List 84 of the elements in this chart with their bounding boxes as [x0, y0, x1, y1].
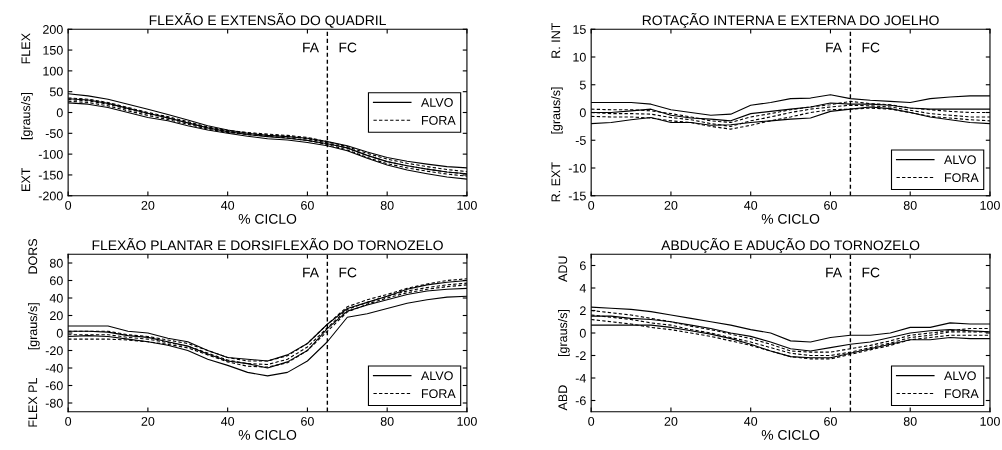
- x-tick-label: 0: [588, 200, 595, 210]
- x-tick-label: 0: [65, 416, 72, 426]
- x-tick-label: 60: [301, 416, 314, 426]
- legend-label: FORA: [945, 173, 979, 183]
- annotation: FC: [339, 267, 357, 278]
- x-tick-label: 80: [380, 416, 394, 426]
- x-tick-label: 0: [65, 200, 72, 210]
- x-tick-label: 20: [664, 200, 678, 210]
- x-tick-label: 40: [220, 200, 235, 210]
- y-tick-label: -40: [45, 363, 63, 373]
- y-tick-label: 20: [50, 311, 63, 321]
- y-tick-label: 80: [49, 258, 63, 268]
- legend-label: ALVO: [944, 155, 976, 165]
- legend-label: FORA: [421, 389, 456, 399]
- x-tick-label: 80: [380, 200, 394, 210]
- y-tick-label: -2: [575, 351, 586, 361]
- legend-label: FORA: [421, 115, 456, 125]
- y-tick-label: 5: [579, 80, 586, 90]
- x-tick-label: 60: [824, 200, 837, 210]
- chart-title: ABDUÇÃO E ADUÇÃO DO TORNOZELO: [661, 237, 920, 254]
- x-tick-label: 100: [457, 200, 477, 210]
- y-axis-title: EXT [graus/s] FLEX: [21, 33, 33, 191]
- x-tick-label: 20: [141, 200, 155, 210]
- x-tick-label: 40: [220, 416, 235, 426]
- y-tick-label: 0: [56, 328, 63, 338]
- y-tick-label: -200: [38, 191, 63, 201]
- y-tick-label: 15: [573, 25, 586, 34]
- y-tick-label: 0: [56, 108, 63, 118]
- y-axis-title: FLEX PL [graus/s] DORS: [28, 238, 40, 427]
- annotation: FA: [826, 42, 843, 53]
- y-tick-label: 150: [43, 45, 63, 55]
- y-tick-label: 4: [579, 283, 586, 293]
- annotation: FC: [862, 267, 880, 278]
- x-axis-title: % CICLO: [761, 430, 820, 440]
- x-axis-title: % CICLO: [238, 430, 297, 440]
- chart-title: FLEXÃO E EXTENSÃO DO QUADRIL: [149, 12, 386, 28]
- legend-label: FORA: [945, 389, 979, 399]
- annotation: FA: [303, 267, 319, 278]
- x-tick-label: 0: [588, 416, 595, 426]
- y-tick-label: -150: [38, 170, 63, 180]
- annotation: FA: [303, 42, 319, 53]
- x-tick-label: 60: [824, 416, 837, 426]
- x-tick-label: 60: [301, 200, 314, 210]
- y-tick-label: 50: [49, 87, 63, 97]
- y-tick-label: 40: [49, 293, 63, 303]
- x-tick-label: 100: [457, 416, 477, 426]
- y-tick-label: -15: [568, 191, 586, 201]
- x-tick-label: 80: [903, 416, 917, 426]
- x-axis-title: % CICLO: [761, 214, 820, 224]
- y-tick-label: 60: [50, 276, 63, 286]
- y-tick-label: -80: [45, 398, 63, 408]
- legend-label: ALVO: [420, 371, 453, 381]
- x-tick-label: 20: [664, 416, 678, 426]
- y-tick-label: -100: [38, 149, 63, 159]
- y-tick-label: -5: [575, 136, 586, 145]
- annotation: FC: [862, 42, 880, 53]
- y-tick-label: -60: [45, 381, 63, 391]
- y-tick-label: 6: [580, 261, 586, 271]
- y-tick-label: 100: [43, 66, 63, 76]
- y-tick-label: -4: [575, 373, 586, 383]
- y-tick-label: -20: [45, 346, 63, 356]
- y-tick-label: 2: [580, 306, 586, 316]
- legend-label: ALVO: [420, 98, 453, 107]
- annotation: FC: [339, 42, 357, 53]
- y-axis-title: ABD [graus/s] ADU: [558, 256, 570, 411]
- annotation: FA: [826, 267, 843, 278]
- y-tick-label: 200: [43, 25, 63, 34]
- x-tick-label: 80: [903, 200, 917, 210]
- chart-title: FLEXÃO PLANTAR E DORSIFLEXÃO DO TORNOZELO: [92, 237, 443, 251]
- y-tick-label: 0: [579, 108, 586, 118]
- x-tick-label: 100: [980, 200, 1000, 210]
- x-tick-label: 100: [980, 416, 1000, 426]
- x-tick-label: 40: [744, 416, 758, 426]
- y-tick-label: -50: [45, 129, 63, 138]
- y-axis-title: R. EXT [graus/s] R. INT: [551, 22, 563, 202]
- x-tick-label: 40: [744, 200, 758, 210]
- chart-title: ROTAÇÃO INTERNA E EXTERNA DO JOELHO: [642, 12, 939, 29]
- y-tick-label: -10: [568, 163, 586, 173]
- x-axis-title: % CICLO: [238, 214, 297, 224]
- x-tick-label: 20: [141, 416, 155, 426]
- y-tick-label: 0: [579, 328, 586, 338]
- y-tick-label: -6: [575, 396, 586, 406]
- y-tick-label: 10: [573, 52, 586, 62]
- legend-label: ALVO: [944, 371, 976, 381]
